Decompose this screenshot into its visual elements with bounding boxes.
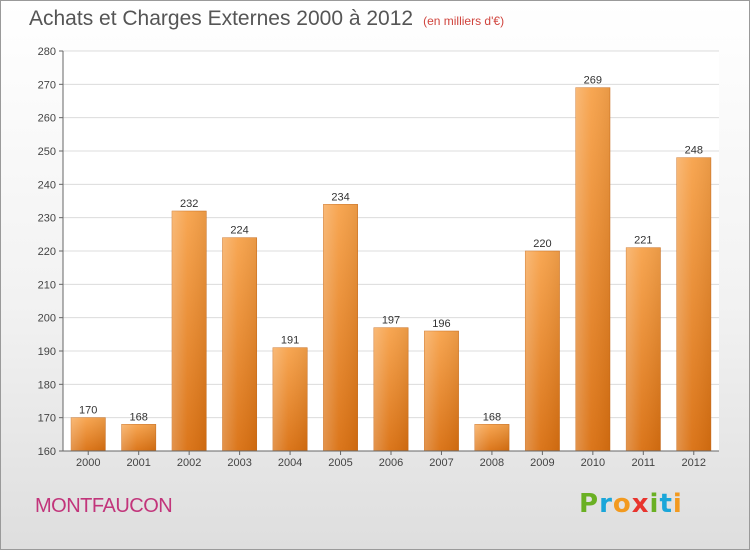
bar-value-label: 224 xyxy=(230,225,248,237)
x-axis: 2000 2001 2002 2003 2004 2005 2006 2007 2008 2009… xyxy=(63,450,719,469)
bar-shine xyxy=(121,424,156,451)
bar-shine xyxy=(575,87,611,452)
x-tick-label: 2001 xyxy=(126,457,150,469)
x-tick-label: 2003 xyxy=(227,457,251,469)
logo-letter: i xyxy=(649,489,660,519)
logo-letter: r xyxy=(599,489,613,519)
bar-value-label: 220 xyxy=(533,238,551,250)
bar-shine xyxy=(525,251,560,451)
chart-title: Achats et Charges Externes 2000 à 2012 (e… xyxy=(29,7,504,31)
bar-shine xyxy=(676,157,711,451)
bar-value-label: 269 xyxy=(584,75,602,87)
y-tick-label: 280 xyxy=(38,46,56,58)
proxiti-logo: Proxiti xyxy=(579,489,683,519)
bar-shine xyxy=(71,417,106,451)
y-axis: 160 170 180 190 200 210 220 230 240 250 260 270 280 xyxy=(38,46,64,458)
x-tick-label: 2005 xyxy=(328,457,352,469)
bar-shine xyxy=(474,424,510,451)
bar-value-label: 168 xyxy=(483,411,501,423)
bar-shine xyxy=(424,331,459,451)
logo-letter: i xyxy=(672,489,683,519)
x-tick-label: 2012 xyxy=(682,457,706,469)
y-tick-label: 210 xyxy=(38,279,56,291)
bar-value-label: 232 xyxy=(180,198,198,210)
bar-value-label: 197 xyxy=(382,315,400,327)
y-tick-label: 160 xyxy=(38,446,56,458)
x-tick-label: 2009 xyxy=(530,457,554,469)
bar-value-label: 221 xyxy=(634,235,652,247)
x-tick-label: 2002 xyxy=(177,457,201,469)
bar-value-label: 191 xyxy=(281,335,299,347)
y-tick-label: 250 xyxy=(38,146,56,158)
x-tick-label: 2010 xyxy=(581,457,605,469)
chart-title-text: Achats et Charges Externes 2000 à 2012 xyxy=(29,7,414,30)
y-tick-label: 240 xyxy=(38,179,56,191)
bar-value-label: 234 xyxy=(331,191,349,203)
x-tick-label: 2006 xyxy=(379,457,403,469)
y-tick-label: 260 xyxy=(38,113,56,125)
logo-letter: o xyxy=(612,489,632,519)
chart-subtitle: (en milliers d'€) xyxy=(423,14,505,28)
y-tick-label: 180 xyxy=(38,379,56,391)
bar-shine xyxy=(222,237,257,451)
bar-value-label: 196 xyxy=(432,318,450,330)
x-tick-label: 2000 xyxy=(76,457,100,469)
y-tick-label: 200 xyxy=(38,313,56,325)
bar-shine xyxy=(171,211,207,451)
bar-shine xyxy=(373,327,409,451)
logo-letter: t xyxy=(659,489,673,519)
bar-shine xyxy=(323,204,358,451)
bar-shine xyxy=(626,247,661,451)
bar-value-label: 248 xyxy=(685,145,703,157)
x-tick-label: 2004 xyxy=(278,457,302,469)
y-tick-label: 230 xyxy=(38,213,56,225)
bar-shine xyxy=(272,347,308,451)
x-tick-label: 2008 xyxy=(480,457,504,469)
y-tick-label: 170 xyxy=(38,413,56,425)
bar-value-label: 168 xyxy=(130,411,148,423)
bar-value-label: 170 xyxy=(79,405,97,417)
logo-letter: x xyxy=(631,489,650,519)
y-tick-label: 190 xyxy=(38,346,56,358)
x-tick-label: 2007 xyxy=(429,457,453,469)
commune-name: MONTFAUCON xyxy=(35,495,173,517)
logo-letter: P xyxy=(579,489,600,519)
bars: 170 168 232 224 191 234 197 196 168 220 269 221 248 xyxy=(70,75,712,452)
y-tick-label: 220 xyxy=(38,246,56,258)
x-tick-label: 2011 xyxy=(631,457,655,469)
y-tick-label: 270 xyxy=(38,79,56,91)
